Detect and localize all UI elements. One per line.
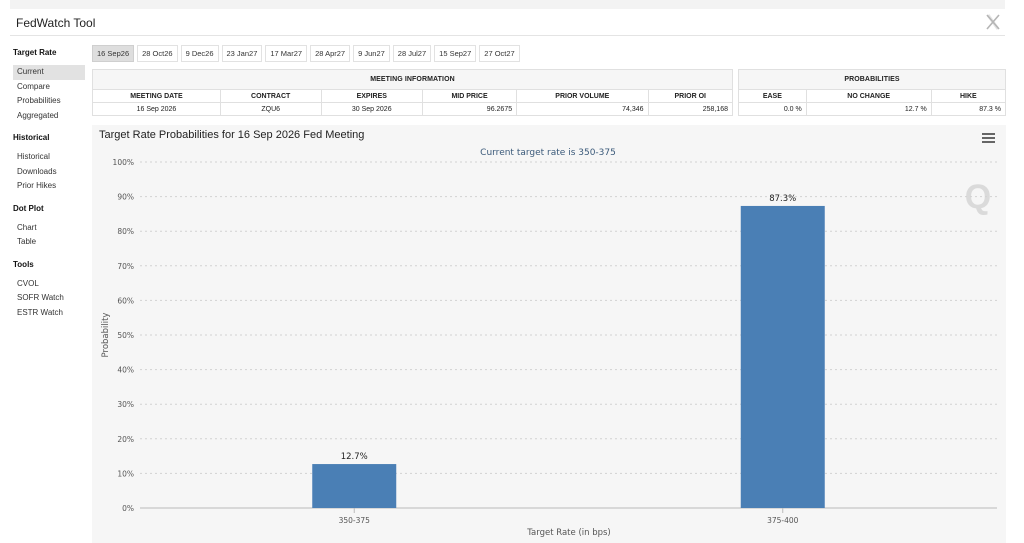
sidebar-item-cvol[interactable]: CVOL: [17, 278, 39, 288]
sidebar-heading-target-rate: Target Rate: [13, 48, 57, 57]
y-tick-label: 50%: [117, 331, 134, 340]
meeting-header-cell: PRIOR VOLUME: [516, 89, 649, 103]
sidebar-group-target-rate: Target Rate Current Compare Probabilities Ag…: [13, 46, 85, 123]
y-tick-label: 40%: [117, 366, 134, 375]
meeting-information-heading: MEETING INFORMATION: [92, 69, 733, 90]
meeting-data-cell: 96.2675: [421, 102, 518, 116]
x-axis-label: Target Rate (in bps): [526, 528, 611, 538]
app-header: FedWatch Tool: [10, 9, 1005, 36]
meeting-header-cell: MID PRICE: [421, 89, 518, 103]
bar-350-375: [312, 464, 397, 508]
app-title: FedWatch Tool: [16, 16, 96, 30]
sidebar-item-probabilities[interactable]: Probabilities: [17, 96, 61, 105]
sidebar-item-chart[interactable]: Chart: [17, 222, 37, 232]
y-tick-label: 60%: [117, 296, 134, 305]
chart-subtitle: Current target rate is 350-375: [480, 148, 616, 158]
sidebar-nav: Target Rate Current Compare Probabilities Ag…: [13, 46, 85, 328]
tab-9-dec26[interactable]: 9 Dec26: [180, 45, 219, 62]
meeting-data-cell: 30 Sep 2026: [320, 102, 423, 116]
x-tick-label: 375-400: [767, 516, 799, 525]
meeting-data-cell: 258,168: [647, 102, 734, 116]
tab-23-jan27[interactable]: 23 Jan27: [221, 45, 263, 62]
meeting-header-cell: EXPIRES: [320, 89, 423, 103]
sidebar-item-table[interactable]: Table: [17, 237, 37, 246]
prob-header-row: EASE NO CHANGE HIKE: [738, 89, 1007, 103]
sidebar-item-prior-hikes[interactable]: Prior Hikes: [17, 181, 57, 190]
sidebar-item-downloads[interactable]: Downloads: [17, 166, 57, 176]
prob-header-cell: NO CHANGE: [805, 89, 932, 103]
sidebar-item-estr-watch[interactable]: ESTR Watch: [17, 307, 63, 317]
meeting-data-row: 16 Sep 2026 ZQU6 30 Sep 2026 96.2675 74,346 2…: [92, 102, 734, 116]
sidebar-item-aggregated[interactable]: Aggregated: [17, 110, 59, 120]
probability-chart: Current target rate is 350-375 Q 0% 10% 20% 3…: [101, 148, 997, 538]
chart-title: Target Rate Probabilities for 16 Sep 202…: [99, 129, 365, 141]
bar-375-400: [740, 205, 825, 508]
meeting-header-cell: MEETING DATE: [92, 89, 221, 103]
tab-28-jul27[interactable]: 28 Jul27: [392, 45, 432, 62]
tab-27-oct27[interactable]: 27 Oct27: [479, 45, 520, 62]
tab-16-sep26[interactable]: 16 Sep26: [92, 45, 135, 62]
x-tick-label: 350-375: [339, 516, 371, 525]
y-tick-label: 100%: [113, 158, 134, 167]
meeting-data-cell: ZQU6: [219, 102, 322, 116]
data-label: 12.7%: [341, 452, 368, 462]
y-tick-label: 70%: [117, 262, 134, 271]
tab-15-sep27[interactable]: 15 Sep27: [434, 45, 477, 62]
y-tick-label: 80%: [117, 227, 134, 236]
data-label: 87.3%: [769, 194, 796, 204]
y-axis-label: Probability: [101, 313, 111, 358]
meeting-header-cell: PRIOR OI: [647, 89, 734, 103]
y-tick-label: 30%: [117, 400, 134, 409]
prob-data-cell: 12.7 %: [805, 102, 932, 116]
sidebar-group-historical: Historical Historical Downloads Prior Hikes: [13, 131, 85, 194]
probabilities-table: PROBABILITIES EASE NO CHANGE HIKE 0.0 % 12.…: [738, 69, 1007, 116]
sidebar-item-current[interactable]: Current: [13, 65, 85, 80]
tab-28-oct26[interactable]: 28 Oct26: [137, 45, 178, 62]
y-tick-label: 90%: [117, 193, 134, 202]
meeting-data-cell: 16 Sep 2026: [92, 102, 221, 116]
sidebar-item-sofr-watch[interactable]: SOFR Watch: [17, 293, 64, 302]
prob-header-cell: HIKE: [930, 89, 1007, 103]
prob-data-row: 0.0 % 12.7 % 87.3 %: [738, 102, 1007, 116]
sidebar-group-dot-plot: Dot Plot Chart Table: [13, 202, 85, 250]
chart-menu-icon[interactable]: [982, 133, 995, 143]
sidebar-item-historical[interactable]: Historical: [17, 152, 50, 161]
sidebar-item-compare[interactable]: Compare: [17, 81, 50, 91]
y-tick-label: 0%: [122, 504, 134, 513]
tab-28-apr27[interactable]: 28 Apr27: [310, 45, 351, 62]
top-strip: [10, 0, 1005, 9]
watermark-logo: Q: [965, 178, 991, 216]
meeting-header-row: MEETING DATE CONTRACT EXPIRES MID PRICE PRIO…: [92, 89, 734, 103]
chart-panel: Target Rate Probabilities for 16 Sep 202…: [92, 125, 1006, 543]
x-logo-icon[interactable]: [985, 12, 1001, 32]
sidebar-heading-historical: Historical: [13, 133, 50, 142]
sidebar-heading-dot-plot: Dot Plot: [13, 203, 44, 213]
probabilities-heading: PROBABILITIES: [738, 69, 1006, 90]
sidebar-heading-tools: Tools: [13, 259, 34, 269]
meeting-data-cell: 74,346: [516, 102, 649, 116]
sidebar-group-tools: Tools CVOL SOFR Watch ESTR Watch: [13, 258, 85, 321]
prob-header-cell: EASE: [738, 89, 807, 103]
y-tick-label: 10%: [117, 469, 134, 478]
tab-9-jun27[interactable]: 9 Jun27: [353, 45, 390, 62]
meeting-header-cell: CONTRACT: [219, 89, 322, 103]
y-tick-label: 20%: [117, 435, 134, 444]
prob-data-cell: 0.0 %: [738, 102, 807, 116]
meeting-information-table: MEETING INFORMATION MEETING DATE CONTRACT…: [92, 69, 734, 116]
meeting-tabs: 16 Sep26 28 Oct26 9 Dec26 23 Jan27 17 Mar27 2…: [92, 45, 520, 62]
tab-17-mar27[interactable]: 17 Mar27: [265, 45, 308, 62]
prob-data-cell: 87.3 %: [930, 102, 1007, 116]
